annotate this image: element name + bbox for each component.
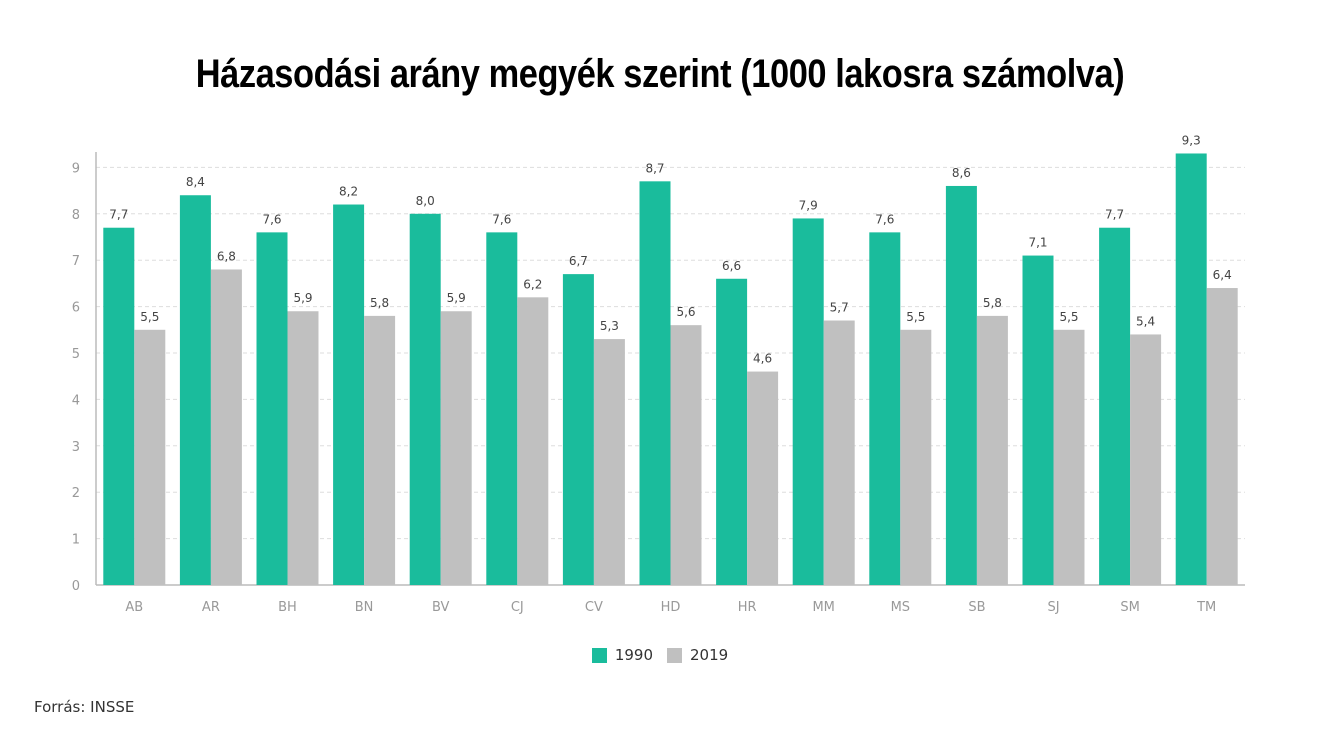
- x-tick-label: HD: [661, 600, 681, 615]
- y-tick-label: 9: [72, 161, 80, 176]
- x-tick-label: AB: [125, 600, 143, 615]
- bar-1990-sj: [1022, 255, 1054, 585]
- bar-1990-ms: [869, 232, 901, 586]
- data-label: 6,2: [523, 277, 542, 291]
- x-tick-label: SB: [968, 600, 985, 615]
- bar-2019-ab: [134, 329, 166, 585]
- x-tick-label: SM: [1120, 600, 1139, 615]
- bar-1990-sm: [1099, 227, 1131, 585]
- data-label: 5,5: [906, 310, 925, 324]
- data-label: 7,6: [875, 212, 894, 226]
- legend-item-2019[interactable]: 2019: [667, 646, 728, 664]
- y-tick-label: 7: [72, 254, 80, 269]
- bar-1990-tm: [1175, 153, 1207, 586]
- legend-swatch-1990: [591, 647, 607, 663]
- data-label: 5,8: [983, 296, 1002, 310]
- data-label: 6,7: [569, 254, 588, 268]
- x-tick-label: BH: [278, 600, 297, 615]
- x-tick-label: SJ: [1047, 600, 1059, 615]
- bar-2019-mm: [823, 320, 855, 585]
- x-tick-label: TM: [1196, 600, 1216, 615]
- x-tick-label: AR: [202, 600, 220, 615]
- x-tick-label: BV: [432, 600, 450, 615]
- bar-1990-bh: [256, 232, 288, 586]
- source-note: Forrás: INSSE: [34, 698, 135, 716]
- x-tick-label: CJ: [511, 600, 524, 615]
- bar-1990-bv: [409, 213, 441, 586]
- bar-1990-hd: [639, 181, 671, 585]
- bar-1990-hr: [716, 278, 748, 585]
- bar-2019-hd: [670, 325, 702, 585]
- bar-1990-ab: [103, 227, 135, 585]
- x-tick-label: MM: [812, 600, 834, 615]
- data-label: 5,5: [1059, 310, 1078, 324]
- data-label: 6,8: [217, 249, 236, 263]
- y-tick-label: 2: [72, 486, 80, 501]
- bar-1990-ar: [179, 195, 211, 586]
- x-tick-label: CV: [585, 600, 603, 615]
- bar-2019-sm: [1130, 334, 1162, 585]
- data-label: 5,4: [1136, 314, 1155, 328]
- bar-2019-bn: [364, 315, 396, 585]
- y-tick-label: 8: [72, 208, 80, 223]
- bar-2019-ms: [900, 329, 932, 585]
- data-label: 6,6: [722, 259, 741, 273]
- y-tick-label: 4: [72, 393, 80, 408]
- data-label: 7,7: [109, 208, 128, 222]
- legend-item-1990[interactable]: 1990: [591, 646, 653, 664]
- bar-chart: 0 1 2 3 4 5 6 7 8 9 7,7 5,5 AB 8,4 6,8 AR 7,6 5,9 BH 8,2 5,8…: [72, 133, 1245, 615]
- data-label: 7,6: [262, 212, 281, 226]
- bar-2019-hr: [747, 371, 779, 585]
- data-label: 6,4: [1213, 268, 1232, 282]
- data-label: 5,7: [830, 301, 849, 315]
- chart-title: Házasodási arány megyék szerint (1000 la…: [195, 52, 1125, 96]
- data-label: 7,6: [492, 212, 511, 226]
- x-tick-label: BN: [355, 600, 374, 615]
- data-label: 5,9: [447, 291, 466, 305]
- y-tick-label: 3: [72, 440, 80, 455]
- data-label: 8,4: [186, 175, 205, 189]
- bar-2019-bh: [287, 311, 319, 585]
- data-label: 5,9: [293, 291, 312, 305]
- bar-2019-ar: [210, 269, 242, 585]
- data-label: 5,5: [140, 310, 159, 324]
- data-label: 7,1: [1028, 236, 1047, 250]
- bar-2019-bv: [440, 311, 472, 585]
- bar-1990-mm: [792, 218, 824, 585]
- data-label: 5,8: [370, 296, 389, 310]
- bar-1990-cj: [486, 232, 518, 586]
- bar-2019-sb: [976, 315, 1008, 585]
- legend: 1990 2019: [0, 646, 1320, 664]
- y-tick-label: 5: [72, 347, 80, 362]
- data-label: 9,3: [1182, 133, 1201, 147]
- bar-2019-sj: [1053, 329, 1085, 585]
- bar-1990-sb: [945, 185, 977, 585]
- bar-2019-cj: [517, 297, 549, 585]
- data-label: 7,9: [799, 198, 818, 212]
- y-tick-label: 6: [72, 301, 80, 316]
- y-tick-label: 0: [72, 579, 80, 594]
- data-label: 8,6: [952, 166, 971, 180]
- data-label: 5,3: [600, 319, 619, 333]
- legend-label-2019: 2019: [690, 646, 729, 664]
- data-label: 8,7: [645, 161, 664, 175]
- x-tick-label: HR: [738, 600, 757, 615]
- data-label: 8,0: [416, 194, 435, 208]
- legend-swatch-2019: [667, 647, 682, 663]
- bar-1990-bn: [333, 204, 365, 585]
- bar-2019-tm: [1206, 288, 1238, 585]
- x-tick-label: MS: [891, 600, 910, 615]
- data-label: 5,6: [676, 305, 695, 319]
- bar-2019-cv: [593, 339, 625, 585]
- y-tick-label: 1: [72, 533, 80, 548]
- data-label: 4,6: [753, 352, 772, 366]
- legend-label-1990: 1990: [614, 646, 653, 664]
- data-label: 8,2: [339, 185, 358, 199]
- bar-1990-cv: [562, 274, 594, 585]
- data-label: 7,7: [1105, 208, 1124, 222]
